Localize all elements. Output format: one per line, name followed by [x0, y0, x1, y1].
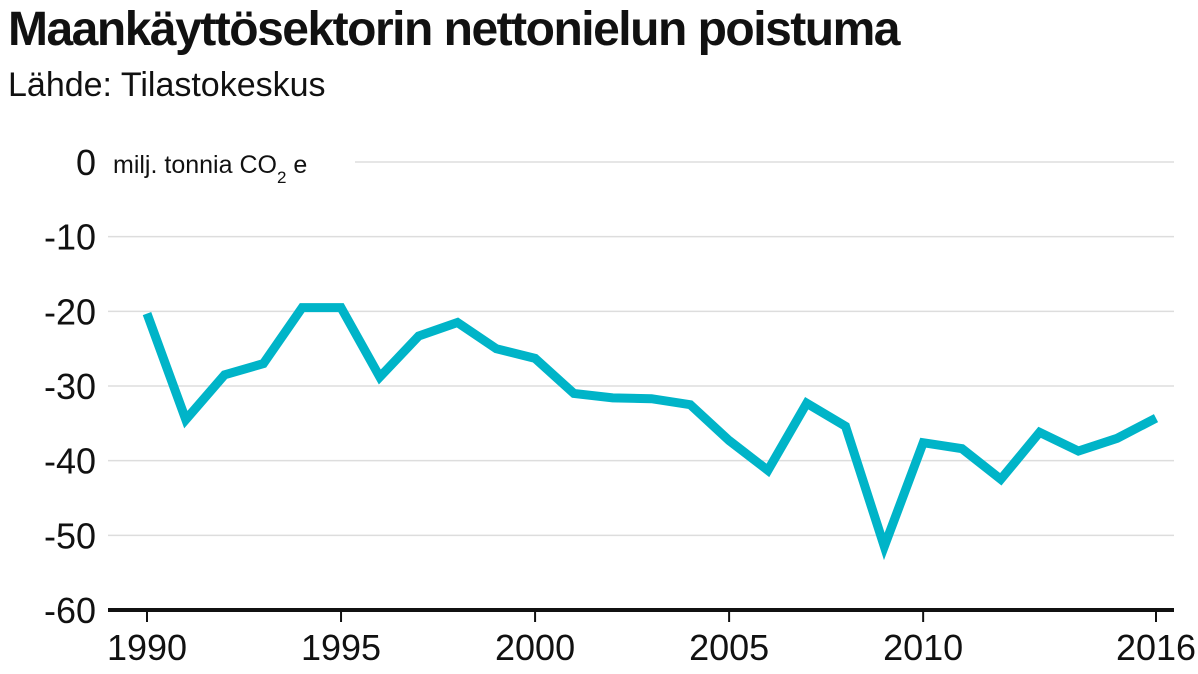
data-point — [453, 318, 462, 327]
series-line — [142, 303, 1159, 561]
unit-label-text: milj. tonnia CO2 e — [113, 151, 307, 187]
grid-lines — [108, 161, 1174, 537]
data-point — [337, 303, 346, 312]
data-point — [298, 303, 307, 312]
x-tick-label: 2010 — [883, 627, 963, 668]
x-tick-label: 2000 — [495, 627, 575, 668]
data-point — [220, 370, 229, 379]
x-tick-label: 1995 — [301, 627, 381, 668]
data-point — [1113, 434, 1122, 443]
data-point — [725, 436, 734, 445]
data-point — [181, 415, 190, 424]
data-point — [763, 466, 772, 475]
y-tick-label: 0 — [76, 142, 96, 183]
y-tick-label: -30 — [44, 366, 96, 407]
data-point — [919, 438, 928, 447]
data-point — [531, 354, 540, 363]
y-tick-label: -10 — [44, 217, 96, 258]
data-point — [996, 475, 1005, 484]
y-tick-labels: 0 -10 -20 -30 -40 -50 -60 — [44, 142, 96, 631]
data-point — [841, 422, 850, 431]
data-point — [957, 444, 966, 453]
unit-label: milj. tonnia CO2 e — [113, 151, 307, 187]
data-point — [802, 399, 811, 408]
y-tick-label: -50 — [44, 515, 96, 556]
data-point — [492, 344, 501, 353]
x-axis: 1990 1995 2000 2005 2010 2016 — [107, 608, 1196, 668]
y-tick-label: -40 — [44, 441, 96, 482]
chart-title: Maankäyttösektorin nettonielun poistuma — [8, 3, 900, 56]
x-tick-label: 2005 — [689, 627, 769, 668]
data-point — [880, 542, 889, 551]
data-point — [259, 359, 268, 368]
data-point — [1152, 414, 1161, 423]
data-point — [686, 400, 695, 409]
data-point — [1074, 446, 1083, 455]
data-point — [569, 389, 578, 398]
series-layer — [142, 303, 1161, 561]
x-tick-label: 1990 — [107, 627, 187, 668]
data-point — [1035, 428, 1044, 437]
data-point — [414, 331, 423, 340]
y-tick-label: -20 — [44, 291, 96, 332]
data-point — [608, 393, 617, 402]
data-point — [143, 309, 152, 318]
x-tick-label: 2016 — [1116, 627, 1196, 668]
chart-source: Lähde: Tilastokeskus — [8, 66, 326, 104]
y-tick-label: -60 — [44, 590, 96, 631]
data-point — [647, 394, 656, 403]
data-point — [375, 373, 384, 382]
